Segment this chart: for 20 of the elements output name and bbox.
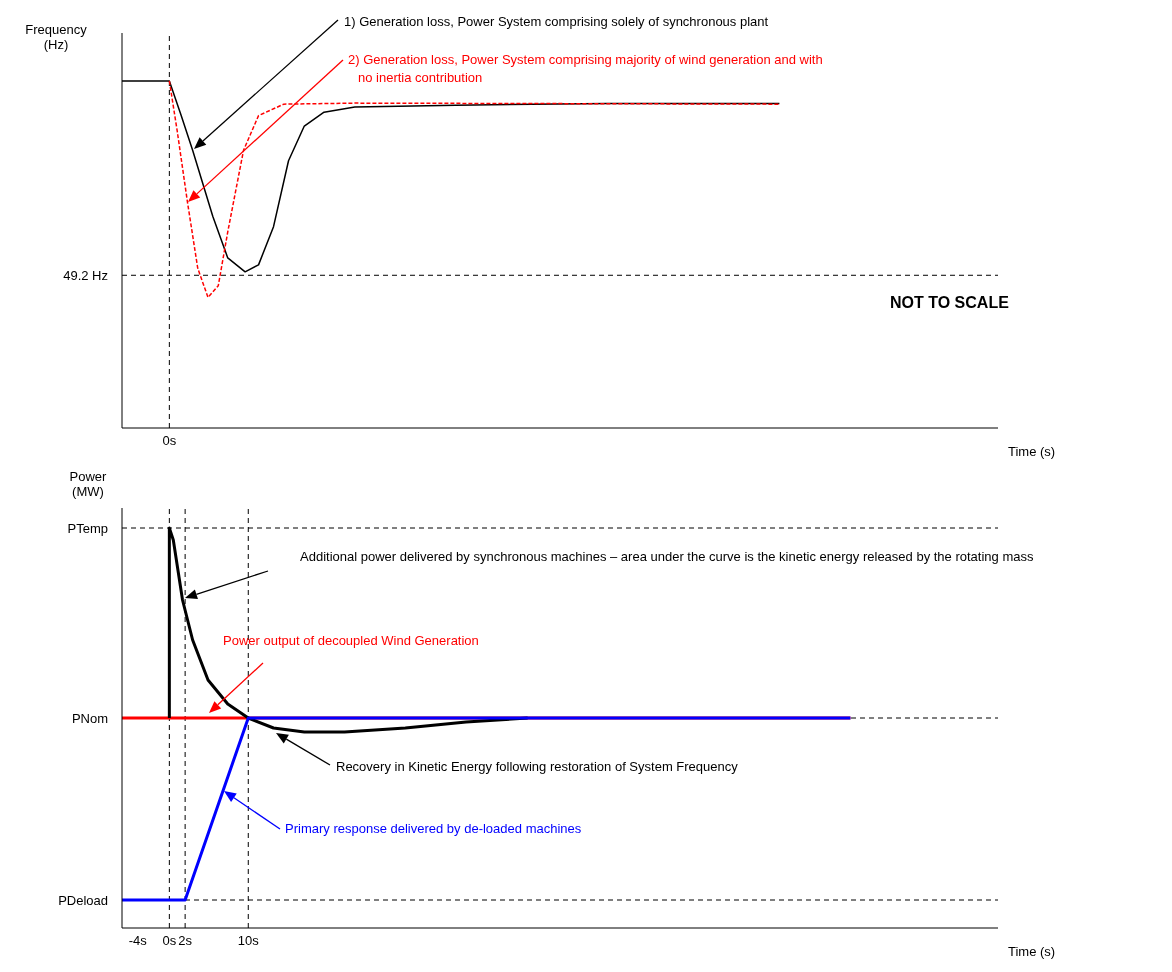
x-axis-title: Time (s) [1008, 944, 1056, 959]
ref-line-label: 0s [162, 433, 177, 449]
annotation: Primary response delivered by de-loaded machines [285, 821, 582, 836]
annotation: 2) Generation loss, Power System comprising majority of wind generation and with no inertia contribution [348, 52, 823, 85]
annotation: Recovery in Kinetic Energy following restoration of System Frequency [336, 759, 739, 774]
x-axis-title: Time (s) [1008, 444, 1056, 459]
annotation: Power output of decoupled Wind Generation [223, 633, 479, 648]
y-axis-title: Frequency (Hz) [25, 22, 88, 52]
annotation: NOT TO SCALE [890, 294, 1010, 311]
ref-line-label: 49.2 Hz [63, 267, 108, 283]
x-tick-label: 2s [178, 933, 193, 949]
ref-line-label: PNom [71, 710, 108, 726]
x-tick-label: -4s [128, 933, 148, 949]
x-tick-label: 0s [162, 933, 177, 949]
ref-line-label: PDeload [58, 892, 108, 908]
ref-line-label: PTemp [67, 520, 108, 536]
y-axis-title: Power (MW) [69, 469, 108, 499]
annotation: Additional power delivered by synchronous machines – area under the curve is the kinetic energy released by the rotating mass [300, 549, 1034, 564]
text: 1) Generation loss, Power System comprising solely of synchronous plant [344, 14, 769, 29]
x-tick-label: 10s [237, 933, 260, 949]
